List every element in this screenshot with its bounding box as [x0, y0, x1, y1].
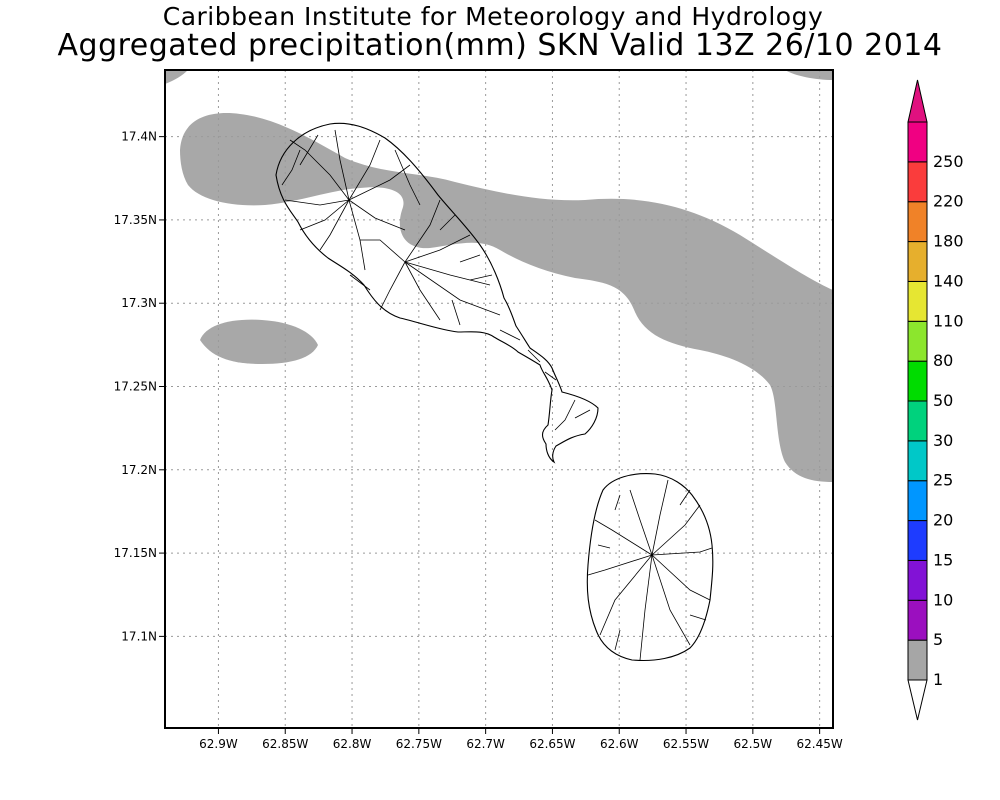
- nevis-island: [586, 473, 714, 662]
- st-kitts-outline: [275, 122, 599, 464]
- colorbar-segment: [907, 121, 928, 163]
- nevis-watersheds: [587, 479, 713, 661]
- colorbar-label: 80: [933, 351, 953, 370]
- colorbar-label: 1: [933, 670, 943, 689]
- precip-area-corner-ne: [785, 70, 833, 80]
- colorbar-segment: [907, 480, 928, 522]
- st-kitts-watersheds: [281, 129, 591, 431]
- colorbar-segment: [907, 320, 928, 362]
- colorbar-label: 15: [933, 550, 953, 569]
- precip-area-north-band: [180, 113, 833, 482]
- colorbar-segment: [907, 161, 928, 203]
- st-kitts-island: [275, 122, 599, 464]
- map-plot-area: [165, 70, 833, 728]
- x-tick-label: 62.9W: [199, 737, 238, 751]
- precip-area-corner-nw: [165, 70, 188, 84]
- colorbar-label: 10: [933, 590, 953, 609]
- colorbar-segment: [907, 440, 928, 482]
- colorbar-segment: [907, 400, 928, 442]
- colorbar-label: 140: [933, 271, 964, 290]
- chart-subtitle: Aggregated precipitation(mm) SKN Valid 1…: [57, 28, 943, 63]
- y-tick-label: 17.15N: [114, 546, 157, 560]
- colorbar-label: 20: [933, 511, 953, 530]
- y-tick-label: 17.2N: [121, 463, 157, 477]
- x-tick-label: 62.6W: [600, 737, 639, 751]
- x-tick-label: 62.7W: [466, 737, 505, 751]
- colorbar-top-arrow: [907, 79, 928, 123]
- y-tick-label: 17.3N: [121, 296, 157, 310]
- colorbar-label: 180: [933, 232, 964, 251]
- colorbar-label: 220: [933, 192, 964, 211]
- colorbar-segment: [907, 559, 928, 601]
- colorbar-label: 250: [933, 152, 964, 171]
- colorbar-bottom-arrow: [907, 679, 928, 721]
- y-tick-label: 17.25N: [114, 380, 157, 394]
- x-tick-label: 62.8W: [333, 737, 372, 751]
- map-frame: [164, 69, 834, 729]
- colorbar-segment: [907, 201, 928, 243]
- x-tick-label: 62.75W: [396, 737, 442, 751]
- colorbar-label: 25: [933, 471, 953, 490]
- colorbar-segment: [907, 639, 928, 681]
- colorbar-segment: [907, 599, 928, 641]
- y-tick-label: 17.4N: [121, 130, 157, 144]
- x-tick-label: 62.5W: [734, 737, 773, 751]
- x-tick-label: 62.85W: [262, 737, 308, 751]
- x-tick-label: 62.45W: [797, 737, 843, 751]
- precipitation-areas: [165, 70, 833, 482]
- map-axes: 62.9W 62.85W 62.8W 62.75W 62.7W 62.65W 62.6W 62…: [114, 130, 843, 751]
- x-tick-label: 62.65W: [529, 737, 575, 751]
- nevis-outline: [586, 473, 714, 662]
- y-tick-label: 17.35N: [114, 213, 157, 227]
- colorbar-label: 110: [933, 311, 964, 330]
- chart-title: Caribbean Institute for Meteorology and …: [162, 2, 824, 31]
- precip-area-west-blob: [200, 319, 318, 364]
- colorbar-label: 50: [933, 391, 953, 410]
- colorbar-segment: [907, 241, 928, 282]
- colorbar-label: 5: [933, 630, 943, 649]
- colorbar-segment: [907, 360, 928, 402]
- colorbar-segment: [907, 280, 928, 322]
- y-tick-label: 17.1N: [121, 629, 157, 643]
- colorbar-label: 30: [933, 431, 953, 450]
- colorbar-segment: [907, 520, 928, 561]
- x-tick-label: 62.55W: [663, 737, 709, 751]
